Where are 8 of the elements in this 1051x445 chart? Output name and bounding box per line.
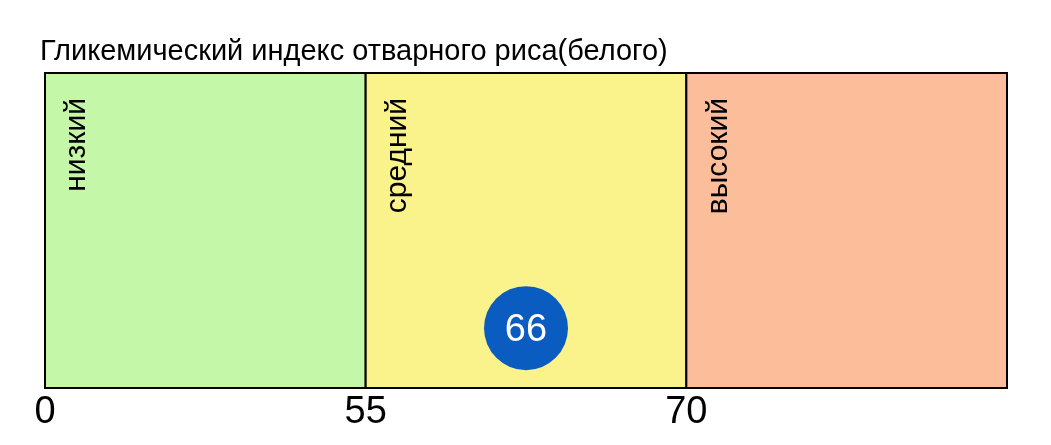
text: 70 <box>665 389 708 432</box>
data-label: 66 <box>504 306 548 349</box>
text: низкий <box>58 97 92 192</box>
text: средний <box>378 97 412 214</box>
text: высокий <box>699 98 733 215</box>
text: Гликемический индекс отварного риса(белого) <box>40 34 668 66</box>
text: 0 <box>34 389 56 432</box>
text: 55 <box>344 389 387 432</box>
